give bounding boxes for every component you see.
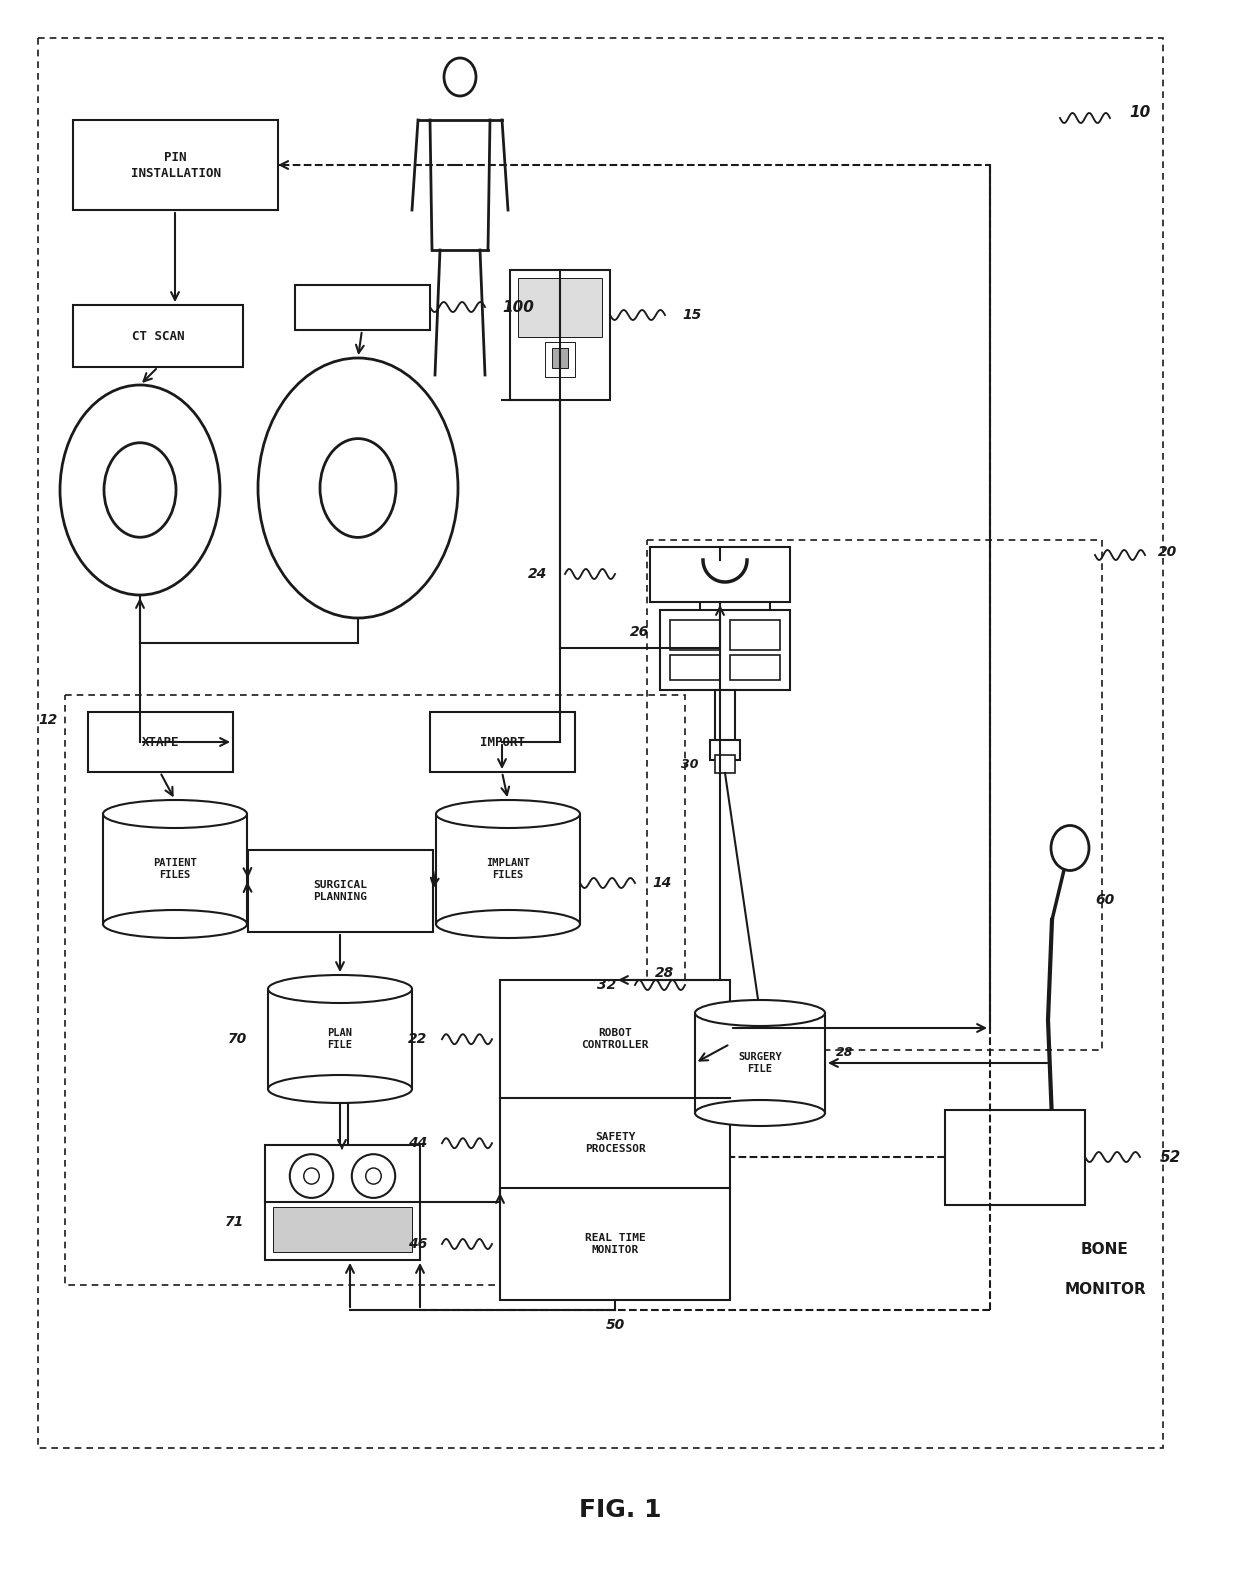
Bar [694, 1013, 825, 1112]
Bar [64, 694, 684, 1285]
Bar [730, 621, 780, 650]
Bar [510, 270, 610, 401]
Bar [73, 305, 243, 368]
Bar [711, 559, 740, 650]
Ellipse shape [694, 1100, 825, 1126]
Text: 70: 70 [228, 1032, 248, 1046]
Text: 28: 28 [656, 966, 675, 980]
Ellipse shape [436, 800, 580, 828]
Bar [711, 740, 740, 760]
Ellipse shape [694, 1001, 825, 1026]
Bar [670, 621, 720, 650]
Bar [88, 712, 233, 771]
Text: FIG. 1: FIG. 1 [579, 1499, 661, 1522]
Ellipse shape [366, 1167, 381, 1185]
Text: BONE: BONE [1081, 1243, 1128, 1257]
Text: 60: 60 [1095, 892, 1115, 906]
Ellipse shape [268, 1075, 412, 1103]
Bar [500, 980, 730, 1299]
Text: IMPORT: IMPORT [480, 735, 525, 748]
Ellipse shape [444, 58, 476, 96]
Ellipse shape [104, 443, 176, 537]
Text: 100: 100 [502, 300, 534, 314]
Ellipse shape [436, 910, 580, 938]
Text: XTAPE: XTAPE [141, 735, 180, 748]
Ellipse shape [290, 1155, 334, 1199]
Ellipse shape [352, 1155, 396, 1199]
Text: 14: 14 [652, 877, 672, 891]
Bar [715, 756, 735, 773]
Text: PIN
INSTALLATION: PIN INSTALLATION [130, 151, 221, 179]
Ellipse shape [1052, 825, 1089, 870]
Bar [436, 814, 580, 924]
Text: 28: 28 [836, 1046, 854, 1059]
Text: 12: 12 [38, 713, 57, 727]
Bar [647, 540, 1102, 1049]
Text: 24: 24 [528, 567, 548, 581]
Bar [248, 850, 433, 932]
Bar [701, 584, 770, 614]
Text: REAL TIME
MONITOR: REAL TIME MONITOR [584, 1233, 645, 1255]
Text: SAFETY
PROCESSOR: SAFETY PROCESSOR [584, 1133, 645, 1155]
Bar [38, 38, 1163, 1448]
Text: 52: 52 [1159, 1150, 1180, 1164]
Bar [660, 610, 790, 690]
Text: 71: 71 [226, 1214, 244, 1229]
Text: PLAN
FILE: PLAN FILE [327, 1027, 352, 1049]
Ellipse shape [258, 358, 458, 617]
Ellipse shape [103, 910, 247, 938]
Text: 10: 10 [1130, 105, 1151, 119]
Bar [730, 655, 780, 680]
Text: 44: 44 [408, 1136, 428, 1150]
Text: IMPLANT
FILES: IMPLANT FILES [486, 858, 529, 880]
Bar [546, 341, 575, 377]
Text: PATIENT
FILES: PATIENT FILES [153, 858, 197, 880]
Bar [295, 284, 430, 330]
Text: SURGERY
FILE: SURGERY FILE [738, 1053, 782, 1075]
Bar [103, 814, 247, 924]
Bar [265, 1145, 420, 1260]
Bar [670, 655, 720, 680]
Ellipse shape [320, 438, 396, 537]
Bar [715, 690, 735, 740]
Text: 46: 46 [408, 1236, 428, 1251]
Text: 50: 50 [605, 1318, 625, 1332]
Text: 15: 15 [682, 308, 702, 322]
Ellipse shape [60, 385, 219, 595]
Bar [945, 1111, 1085, 1205]
Ellipse shape [304, 1167, 319, 1185]
Ellipse shape [268, 976, 412, 1002]
Text: 20: 20 [1158, 545, 1178, 559]
Bar [268, 990, 412, 1089]
Bar [650, 547, 790, 602]
Text: 26: 26 [630, 625, 650, 639]
Bar [518, 278, 601, 336]
Bar [430, 712, 575, 771]
Text: SURGICAL
PLANNING: SURGICAL PLANNING [314, 880, 367, 902]
Text: ROBOT
CONTROLLER: ROBOT CONTROLLER [582, 1027, 649, 1051]
Text: CT SCAN: CT SCAN [131, 330, 185, 342]
Text: 30: 30 [681, 757, 699, 770]
Text: 32: 32 [598, 979, 616, 991]
Ellipse shape [103, 800, 247, 828]
Bar [73, 119, 278, 211]
Text: MONITOR: MONITOR [1064, 1282, 1146, 1298]
Bar [552, 349, 568, 368]
Text: 22: 22 [408, 1032, 428, 1046]
Bar [273, 1207, 412, 1252]
